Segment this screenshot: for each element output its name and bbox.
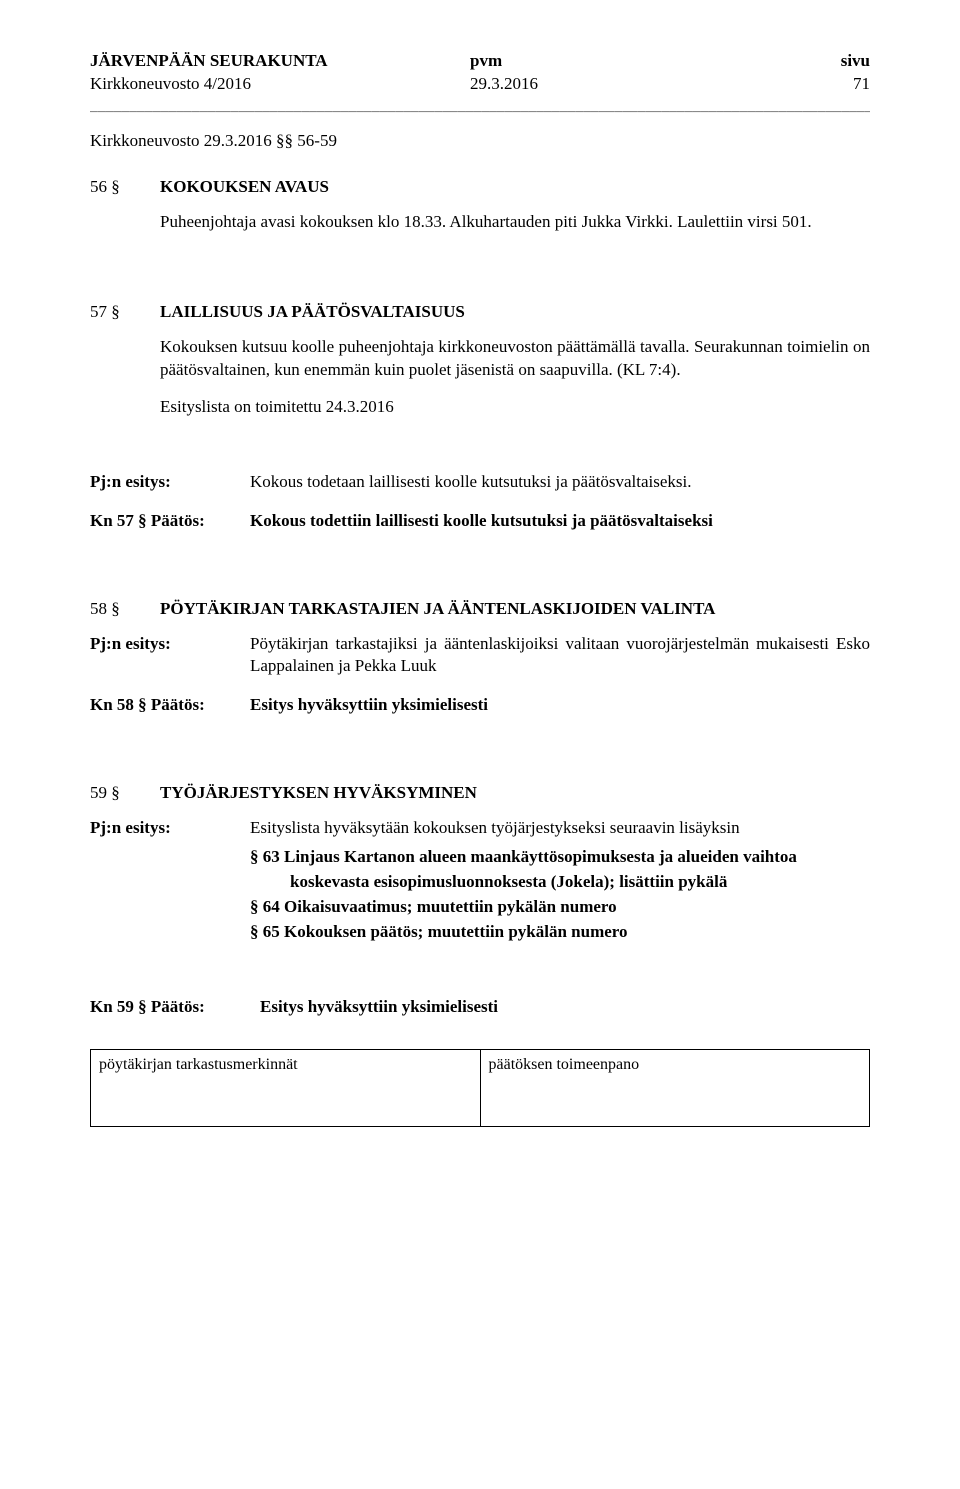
esitys-label: Pj:n esitys:	[90, 471, 250, 494]
section-59-heading: 59 § TYÖJÄRJESTYKSEN HYVÄKSYMINEN	[90, 783, 870, 803]
section-57-num: 57 §	[90, 302, 160, 322]
section-57-heading: 57 § LAILLISUUS JA PÄÄTÖSVALTAISUUS	[90, 302, 870, 322]
esitys-text: Esityslista hyväksytään kokouksen työjär…	[250, 817, 870, 840]
paatos-text: Kokous todettiin laillisesti koolle kuts…	[250, 510, 870, 533]
section-58-num: 58 §	[90, 599, 160, 619]
section-58-esitys: Pj:n esitys: Pöytäkirjan tarkastajiksi j…	[90, 633, 870, 679]
spacer	[90, 533, 870, 573]
paatos-label: Kn 58 § Päätös:	[90, 694, 250, 717]
sub-line-1a: § 63 Linjaus Kartanon alueen maankäyttös…	[250, 846, 870, 869]
section-56-num: 56 §	[90, 177, 160, 197]
sivu-label: sivu	[670, 50, 870, 73]
doc-ref: Kirkkoneuvosto 4/2016	[90, 73, 470, 96]
spacer	[90, 717, 870, 757]
footer-left: pöytäkirjan tarkastusmerkinnät	[90, 1049, 480, 1127]
spacer	[90, 248, 870, 276]
date: 29.3.2016	[470, 73, 670, 96]
esitys-text: Kokous todetaan laillisesti koolle kutsu…	[250, 471, 870, 494]
esitys-label: Pj:n esitys:	[90, 633, 250, 679]
section-56-heading: 56 § KOKOUKSEN AVAUS	[90, 177, 870, 197]
section-58-paatos: Kn 58 § Päätös: Esitys hyväksyttiin yksi…	[90, 694, 870, 717]
section-56-body: Puheenjohtaja avasi kokouksen klo 18.33.…	[160, 211, 870, 234]
paatos-text: Esitys hyväksyttiin yksimielisesti	[250, 694, 870, 717]
header-line-1: JÄRVENPÄÄN SEURAKUNTA pvm sivu	[90, 50, 870, 73]
esitys-text: Pöytäkirjan tarkastajiksi ja ääntenlaski…	[250, 633, 870, 679]
page-number: 71	[670, 73, 870, 96]
section-57-p2: Esityslista on toimitettu 24.3.2016	[160, 396, 870, 419]
footer-right: päätöksen toimeenpano	[480, 1049, 871, 1127]
section-59-num: 59 §	[90, 783, 160, 803]
sub-line-3: § 65 Kokouksen päätös; muutettiin pykälä…	[250, 921, 870, 944]
esitys-label: Pj:n esitys:	[90, 817, 250, 840]
section-58-heading: 58 § PÖYTÄKIRJAN TARKASTAJIEN JA ÄÄNTENL…	[90, 599, 870, 619]
spacer	[90, 433, 870, 461]
footer-table: pöytäkirjan tarkastusmerkinnät päätöksen…	[90, 1049, 870, 1127]
spacer	[90, 946, 870, 986]
section-57-paatos: Kn 57 § Päätös: Kokous todettiin laillis…	[90, 510, 870, 533]
paatos-label: Kn 59 § Päätös:	[90, 996, 250, 1019]
divider: ________________________________________…	[90, 98, 870, 113]
section-59-paatos: Kn 59 § Päätös: Esitys hyväksyttiin yksi…	[90, 996, 870, 1019]
header-line-2: Kirkkoneuvosto 4/2016 29.3.2016 71	[90, 73, 870, 96]
org-name: JÄRVENPÄÄN SEURAKUNTA	[90, 50, 470, 73]
sub-line-1b: koskevasta esisopimusluonnoksesta (Jokel…	[250, 871, 870, 894]
section-56-title: KOKOUKSEN AVAUS	[160, 177, 870, 197]
section-59-sublist: § 63 Linjaus Kartanon alueen maankäyttös…	[250, 846, 870, 944]
page: JÄRVENPÄÄN SEURAKUNTA pvm sivu Kirkkoneu…	[0, 0, 960, 1167]
paatos-text: Esitys hyväksyttiin yksimielisesti	[250, 996, 870, 1019]
section-59-esitys: Pj:n esitys: Esityslista hyväksytään kok…	[90, 817, 870, 840]
section-57-p1: Kokouksen kutsuu koolle puheenjohtaja ki…	[160, 336, 870, 382]
section-59-title: TYÖJÄRJESTYKSEN HYVÄKSYMINEN	[160, 783, 870, 803]
meeting-ref: Kirkkoneuvosto 29.3.2016 §§ 56-59	[90, 131, 870, 151]
sub-line-2: § 64 Oikaisuvaatimus; muutettiin pykälän…	[250, 896, 870, 919]
section-57-esitys: Pj:n esitys: Kokous todetaan laillisesti…	[90, 471, 870, 494]
paatos-label: Kn 57 § Päätös:	[90, 510, 250, 533]
section-58-title: PÖYTÄKIRJAN TARKASTAJIEN JA ÄÄNTENLASKIJ…	[160, 599, 870, 619]
pvm-label: pvm	[470, 50, 670, 73]
section-57-title: LAILLISUUS JA PÄÄTÖSVALTAISUUS	[160, 302, 870, 322]
